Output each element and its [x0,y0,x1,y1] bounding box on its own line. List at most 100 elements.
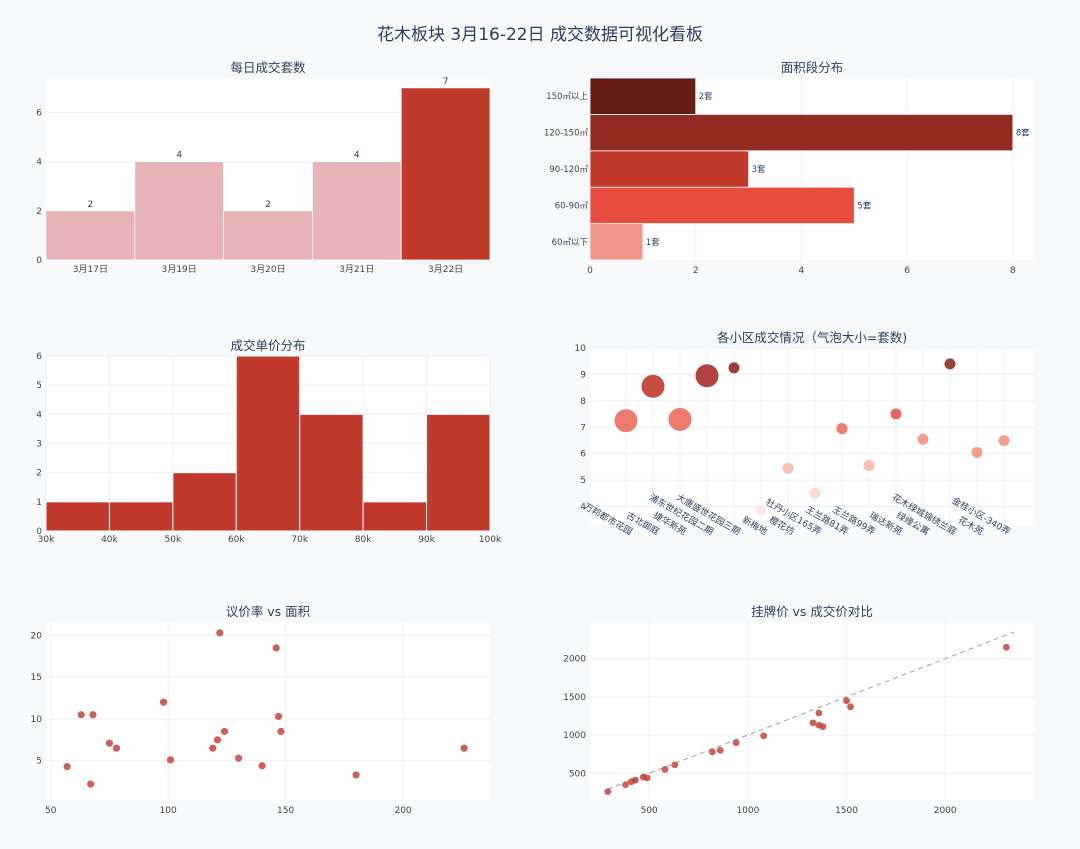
bargain-point[interactable] [63,762,71,771]
price-xtick-label: 50k [165,535,182,545]
listing-xtick-label: 1000 [736,806,759,816]
daily-bar-value-label: 4 [354,151,360,161]
bargain-point[interactable] [87,780,95,788]
daily-xtick-label: 3月22日 [428,264,463,275]
bubble-point[interactable] [695,364,719,388]
bargain-point[interactable] [216,629,224,637]
daily-bar[interactable] [400,87,491,261]
bargain-point[interactable] [352,771,360,779]
listing-point[interactable] [708,748,716,756]
price-bar[interactable] [299,413,364,532]
listing-point[interactable] [643,774,651,782]
area-xtick-label: 2 [693,266,699,276]
daily-bar-value-label: 4 [176,151,182,161]
daily-bar-value-label: 2 [265,200,271,210]
bubble-point[interactable] [755,504,767,516]
bubble-point[interactable] [971,446,983,458]
daily-ytick-label: 0 [36,256,42,266]
bargain-point[interactable] [159,698,168,706]
listing-point[interactable] [716,746,724,754]
area-xtick-label: 6 [904,266,910,276]
price-xtick-label: 70k [291,535,308,545]
bargain-xtick-label: 50 [45,806,57,816]
bargain-point[interactable] [166,756,175,764]
bubble-point[interactable] [917,433,929,445]
daily-bar[interactable] [134,161,225,261]
price-ytick-label: 3 [36,440,42,450]
bargain-point[interactable] [77,711,85,719]
listing-point[interactable] [732,739,740,747]
daily-ytick-label: 6 [36,108,42,118]
listing-point[interactable] [819,723,827,731]
listing-point[interactable] [843,697,850,705]
price-bar[interactable] [172,472,237,532]
listing-point[interactable] [631,776,639,784]
price-xtick-label: 90k [418,535,435,545]
bubble-point[interactable] [668,407,692,431]
price-ytick-label: 5 [36,381,42,391]
area-bar[interactable] [589,223,644,261]
bubble-chart-title: 各小区成交情况（气泡大小=套数) [717,330,907,345]
bargain-point[interactable] [460,744,468,752]
bubble-point[interactable] [863,460,875,472]
bubble-point[interactable] [836,423,848,435]
daily-bar[interactable] [311,161,402,261]
price-bar[interactable] [426,413,491,532]
listing-point[interactable] [622,781,629,789]
bargain-point[interactable] [213,736,222,744]
bargain-point[interactable] [235,754,243,762]
bubble-ytick-label: 4 [580,503,586,513]
bubble-point[interactable] [998,434,1010,446]
area-bar-value-label: 1套 [646,237,660,248]
bargain-point[interactable] [258,762,266,770]
bubble-point[interactable] [890,408,902,420]
area-bar[interactable] [589,77,697,115]
area-bar-value-label: 2套 [699,91,713,102]
bargain-point[interactable] [112,744,121,752]
area-bar[interactable] [589,114,1014,152]
bargain-xtick-label: 150 [277,806,294,816]
area-category-label: 60-90㎡ [555,201,589,211]
bargain-ytick-label: 20 [31,631,43,641]
listing-point[interactable] [815,709,823,717]
area-category-label: 60㎡以下 [552,238,589,248]
area-bar[interactable] [589,186,855,224]
listing-point[interactable] [604,788,612,795]
bubble-ytick-label: 7 [580,423,586,433]
listing-point[interactable] [847,703,854,711]
listing-ytick-label: 500 [569,769,586,779]
bargain-ytick-label: 15 [31,673,42,683]
bargain-point[interactable] [274,712,283,721]
bubble-point[interactable] [641,374,665,398]
bargain-point[interactable] [272,644,280,652]
area-bar-value-label: 3套 [752,164,766,175]
price-bar[interactable] [45,501,110,532]
area-bar-value-label: 8套 [1016,128,1030,139]
daily-bar[interactable] [223,210,313,261]
price-xtick-label: 100k [479,535,502,545]
price-bar[interactable] [362,501,428,532]
listing-point[interactable] [661,766,669,773]
price-bar[interactable] [108,501,174,532]
bargain-point[interactable] [89,711,97,719]
bubble-point[interactable] [614,409,638,433]
area-bar[interactable] [589,150,749,188]
price-bar[interactable] [235,355,301,532]
listing-point[interactable] [1002,643,1010,651]
bubble-point[interactable] [728,362,740,374]
listing-ytick-label: 1500 [563,693,586,703]
bargain-point[interactable] [105,739,114,747]
daily-bar[interactable] [45,210,136,261]
listing-point[interactable] [671,761,679,769]
listing-point[interactable] [760,732,768,740]
bubble-point[interactable] [944,358,956,370]
bubble-point[interactable] [809,487,821,499]
price-ytick-label: 0 [36,527,42,537]
bargain-point[interactable] [277,727,285,736]
bargain-point[interactable] [209,744,217,752]
bubble-point[interactable] [782,462,794,474]
listing-point[interactable] [809,719,817,727]
bargain-ytick-label: 10 [31,715,43,725]
bargain-point[interactable] [220,727,229,736]
